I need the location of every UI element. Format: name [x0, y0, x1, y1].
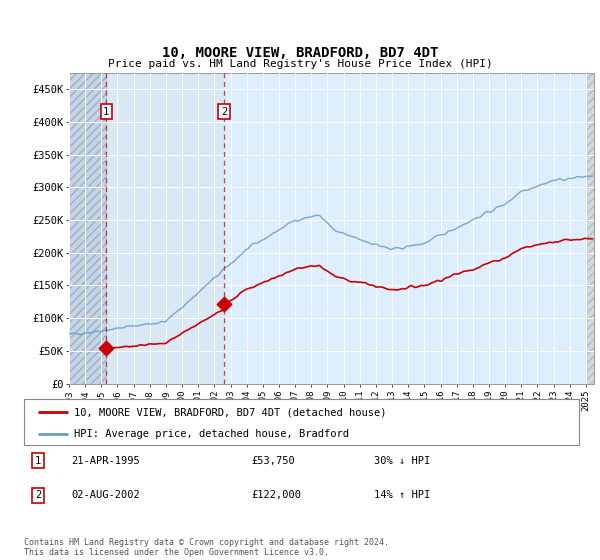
Text: £122,000: £122,000: [251, 490, 302, 500]
FancyBboxPatch shape: [24, 399, 579, 445]
Bar: [586, 73, 594, 384]
Bar: [69, 73, 106, 384]
Text: 2: 2: [35, 490, 41, 500]
Point: [219, 299, 229, 308]
Bar: [69, 73, 106, 384]
Bar: [106, 73, 224, 384]
Text: 21-APR-1995: 21-APR-1995: [71, 456, 140, 466]
Text: 1: 1: [103, 106, 109, 116]
Text: 1: 1: [35, 456, 41, 466]
Point: [101, 344, 111, 353]
Text: 2: 2: [221, 106, 227, 116]
Bar: [586, 73, 594, 384]
Text: HPI: Average price, detached house, Bradford: HPI: Average price, detached house, Brad…: [74, 429, 349, 438]
Text: £53,750: £53,750: [251, 456, 295, 466]
Text: 02-AUG-2002: 02-AUG-2002: [71, 490, 140, 500]
Text: Contains HM Land Registry data © Crown copyright and database right 2024.
This d: Contains HM Land Registry data © Crown c…: [24, 538, 389, 557]
Text: 30% ↓ HPI: 30% ↓ HPI: [374, 456, 430, 466]
Text: 10, MOORE VIEW, BRADFORD, BD7 4DT (detached house): 10, MOORE VIEW, BRADFORD, BD7 4DT (detac…: [74, 407, 386, 417]
Text: 14% ↑ HPI: 14% ↑ HPI: [374, 490, 430, 500]
Text: 10, MOORE VIEW, BRADFORD, BD7 4DT: 10, MOORE VIEW, BRADFORD, BD7 4DT: [162, 46, 438, 60]
Text: Price paid vs. HM Land Registry's House Price Index (HPI): Price paid vs. HM Land Registry's House …: [107, 59, 493, 69]
